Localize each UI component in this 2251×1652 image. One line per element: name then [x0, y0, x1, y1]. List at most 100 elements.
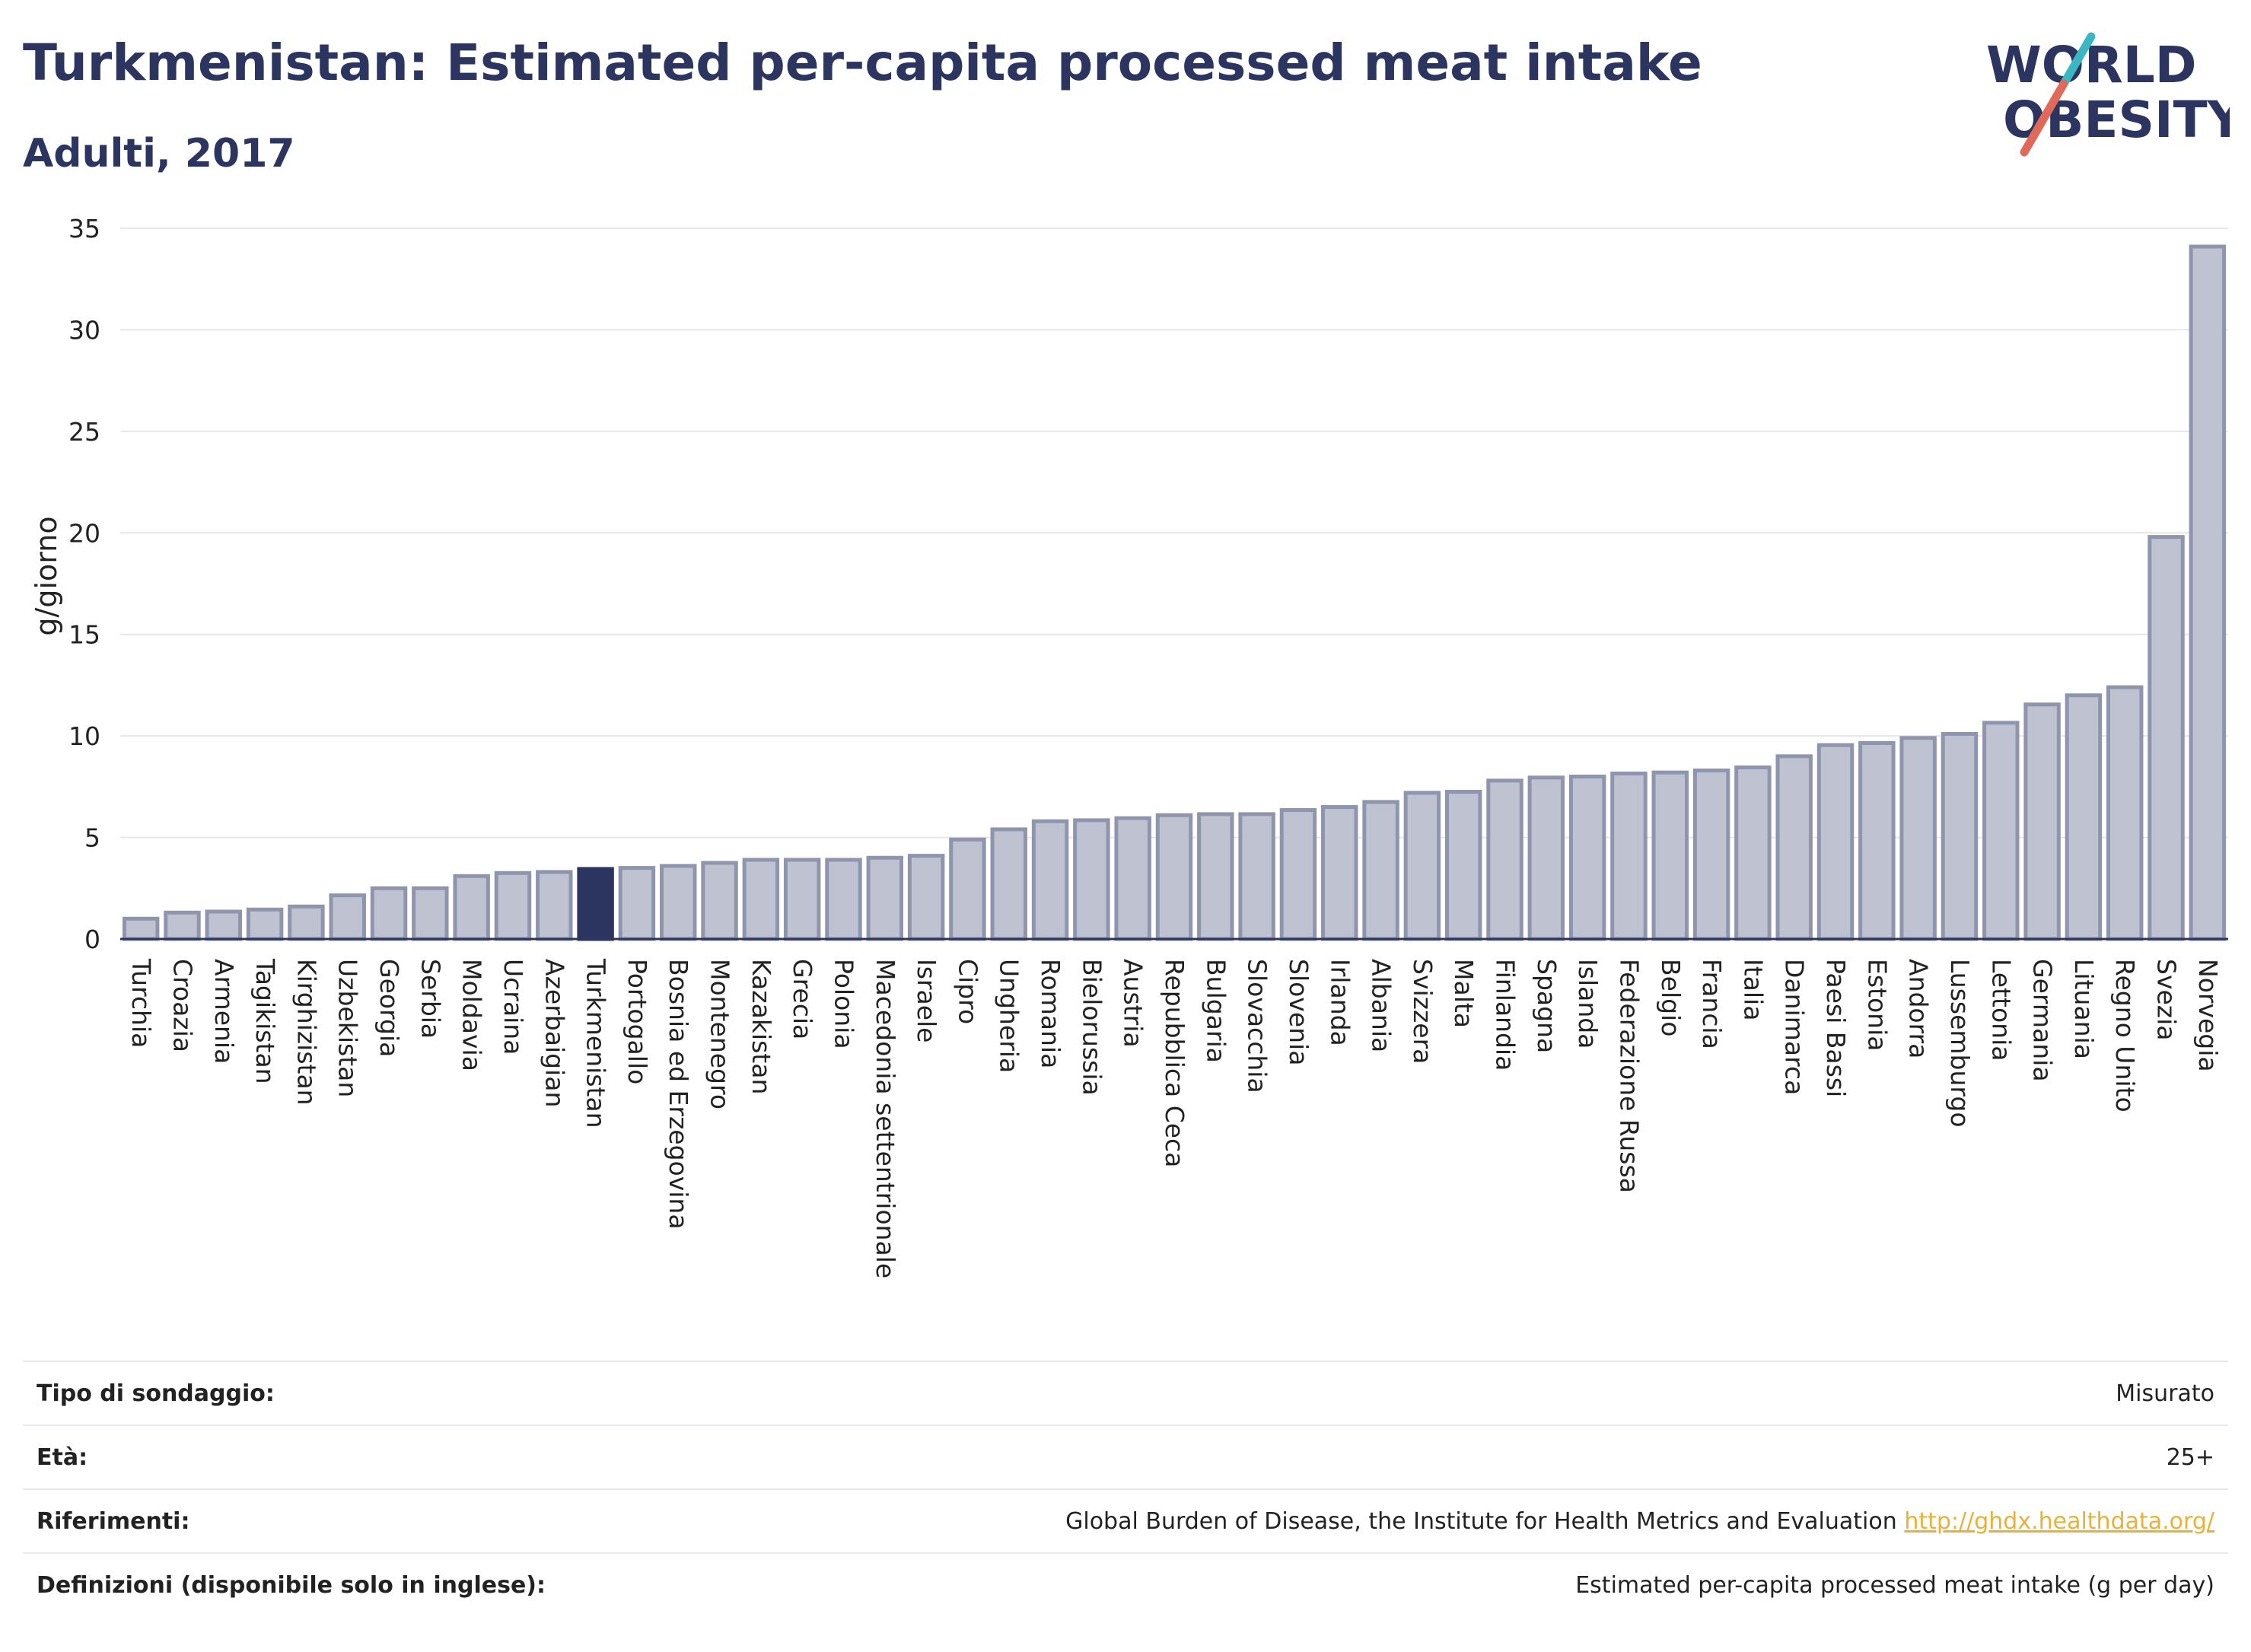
bar-belgio[interactable] [1651, 770, 1689, 941]
x-tick-label: Polonia [829, 959, 858, 1049]
x-tick-label: Repubblica Ceca [1160, 959, 1189, 1167]
x-tick-label: Spagna [1532, 959, 1562, 1053]
y-tick-label: 35 [68, 214, 100, 244]
x-tick-label: Lussemburgo [1945, 959, 1975, 1128]
info-row-survey: Tipo di sondaggio: Misurato [23, 1361, 2228, 1424]
bar-slovacchia[interactable] [1238, 812, 1275, 941]
bar-germania[interactable] [2023, 702, 2061, 941]
bar-finlandia[interactable] [1486, 778, 1523, 941]
y-tick-label: 10 [68, 721, 100, 751]
x-tick-label: Montenegro [705, 959, 735, 1109]
x-tick-label: Slovacchia [1243, 959, 1272, 1093]
bar-bielorussia[interactable] [1073, 818, 1110, 941]
bar-polonia[interactable] [825, 858, 862, 941]
y-axis-label: g/giorno [30, 516, 63, 635]
bar-paesi-bassi[interactable] [1816, 743, 1855, 941]
x-tick-label: Finlandia [1491, 959, 1520, 1071]
x-tick-label: Kazakistan [747, 959, 776, 1094]
bar-norvegia[interactable] [2189, 244, 2227, 941]
bar-kirghizistan[interactable] [288, 904, 325, 941]
x-tick-label: Francia [1697, 959, 1727, 1049]
bar-chart: 0 5 10 15 20 25 30 35 Turchia Croazia Armenia Tagi… [30, 214, 2228, 1278]
bar-uzbekistan[interactable] [329, 893, 366, 941]
x-tick-label: Macedonia settentrionale [871, 959, 900, 1278]
survey-label: Tipo di sondaggio: [37, 1380, 275, 1407]
bar-portogallo[interactable] [618, 866, 656, 941]
x-tick-label: Belgio [1656, 959, 1686, 1036]
x-tick-label: Irlanda [1325, 959, 1355, 1046]
x-tick-label: Turchia [126, 958, 156, 1048]
bar-spagna[interactable] [1527, 775, 1565, 941]
bar-federazione-russa[interactable] [1610, 772, 1648, 941]
x-tick-label: Israele [912, 959, 941, 1043]
bar-regno-unito[interactable] [2106, 685, 2144, 941]
refs-link[interactable]: http://ghdx.healthdata.org/ [1904, 1507, 2214, 1535]
bar-lituania[interactable] [2065, 693, 2103, 941]
x-tick-label: Andorra [1904, 959, 1934, 1058]
x-tick-label: Ungheria [995, 959, 1024, 1073]
x-axis-labels: Turchia Croazia Armenia Tagikistan Kirghizis… [126, 958, 2223, 1278]
logo-line1: WORLD [1986, 36, 2197, 94]
x-tick-label: Moldavia [457, 959, 487, 1071]
bar-lettonia[interactable] [1982, 721, 2020, 941]
x-tick-label: Italia [1738, 959, 1768, 1020]
x-tick-label: Cipro [953, 959, 982, 1024]
x-tick-label: Kirghizistan [291, 959, 321, 1106]
world-obesity-logo: WORLD OBESITY [1979, 30, 2230, 160]
bar-danimarca[interactable] [1775, 754, 1813, 941]
bar-irlanda[interactable] [1321, 805, 1358, 941]
x-tick-label: Estonia [1862, 959, 1892, 1051]
x-tick-label: Bulgaria [1201, 959, 1231, 1063]
info-row-defs: Definizioni (disponibile solo in inglese… [23, 1552, 2228, 1616]
bar-repubblica-ceca[interactable] [1155, 813, 1193, 941]
bar-montenegro[interactable] [701, 861, 738, 941]
bar-estonia[interactable] [1858, 740, 1896, 941]
bar-ungheria[interactable] [990, 827, 1027, 941]
age-label: Età: [37, 1444, 88, 1471]
y-tick-label: 0 [84, 925, 100, 954]
logo-slash-teal [2059, 32, 2096, 88]
bar-croazia[interactable] [164, 910, 201, 941]
bar-serbia[interactable] [412, 886, 449, 941]
bar-armenia[interactable] [205, 909, 243, 941]
x-tick-label: Bielorussia [1077, 959, 1106, 1096]
bar-georgia[interactable] [370, 886, 408, 941]
bar-cipro[interactable] [949, 837, 986, 941]
bar-turchia[interactable] [122, 916, 160, 941]
bar-islanda[interactable] [1568, 775, 1606, 941]
x-tick-label: Lettonia [1986, 959, 2016, 1061]
bar-kazakistan[interactable] [742, 858, 780, 941]
bar-israele[interactable] [907, 854, 945, 941]
bar-francia[interactable] [1692, 769, 1730, 941]
refs-value-wrap: Global Burden of Disease, the Institute … [1065, 1508, 2228, 1535]
bar-italia[interactable] [1734, 766, 1772, 941]
bar-austria[interactable] [1114, 816, 1151, 941]
x-tick-label: Serbia [415, 959, 445, 1039]
bar-turkmenistan[interactable] [577, 867, 614, 941]
page-subtitle: Adulti, 2017 [23, 131, 295, 177]
bar-albania[interactable] [1362, 800, 1399, 941]
x-tick-label: Federazione Russa [1614, 959, 1644, 1193]
bar-macedonia-settentrionale[interactable] [866, 855, 904, 941]
x-tick-label: Malta [1449, 959, 1479, 1028]
bar-azerbaigian[interactable] [536, 870, 573, 941]
x-tick-label: Svezia [2152, 959, 2182, 1041]
x-tick-label: Tagikistan [250, 958, 280, 1084]
bar-ucraina[interactable] [494, 871, 532, 941]
x-tick-label: Azerbaigian [540, 959, 569, 1107]
bar-lussemburgo[interactable] [1941, 731, 1979, 941]
age-value: 25+ [2166, 1444, 2214, 1471]
bar-bosnia-ed-erzegovina[interactable] [660, 864, 697, 941]
bar-moldavia[interactable] [453, 874, 490, 941]
logo-slash-red [2020, 79, 2068, 157]
bar-tagikistan[interactable] [246, 907, 284, 941]
x-tick-label: Regno Unito [2110, 959, 2140, 1112]
bar-grecia[interactable] [783, 858, 821, 941]
bar-svizzera[interactable] [1403, 791, 1441, 941]
bar-romania[interactable] [1031, 819, 1069, 941]
bar-svezia[interactable] [2148, 535, 2185, 941]
bar-malta[interactable] [1444, 790, 1482, 941]
bar-bulgaria[interactable] [1197, 812, 1234, 941]
bar-slovenia[interactable] [1279, 808, 1317, 941]
bar-andorra[interactable] [1899, 736, 1937, 941]
